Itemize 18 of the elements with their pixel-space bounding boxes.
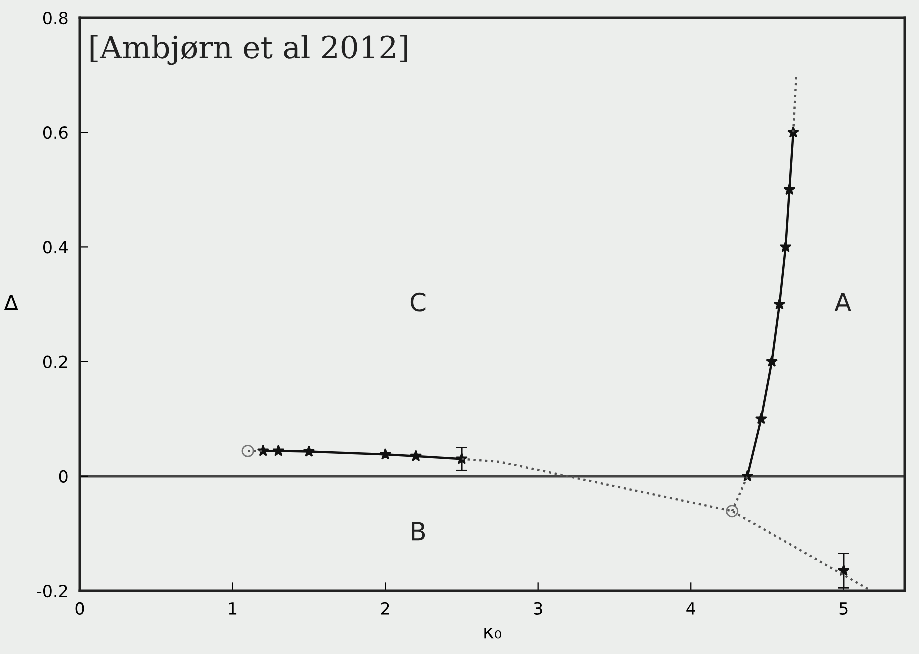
- y-tick-label: -0.2: [37, 584, 68, 598]
- x-tick-label: 0: [76, 602, 84, 616]
- annotation: A: [834, 293, 852, 312]
- annotation: [Ambjørn et al 2012]: [90, 35, 408, 66]
- x-tick-label: 5: [840, 602, 848, 616]
- x-tick-label: 1: [229, 602, 237, 615]
- annotation: C: [410, 292, 426, 312]
- y-tick-label: 0: [59, 470, 68, 483]
- y-tick-label: 0.4: [43, 241, 68, 254]
- y-tick-label: 0.8: [43, 12, 68, 25]
- x-tick-label: 3: [534, 602, 542, 616]
- y-tick-label: 0.6: [43, 126, 68, 140]
- x-axis-title: κ₀: [484, 628, 502, 639]
- y-axis-title: Δ: [4, 295, 18, 310]
- x-tick-label: 2: [381, 602, 390, 615]
- y-tick-label: 0.2: [43, 356, 68, 368]
- annotation: B: [412, 522, 426, 541]
- x-tick-label: 4: [686, 602, 696, 615]
